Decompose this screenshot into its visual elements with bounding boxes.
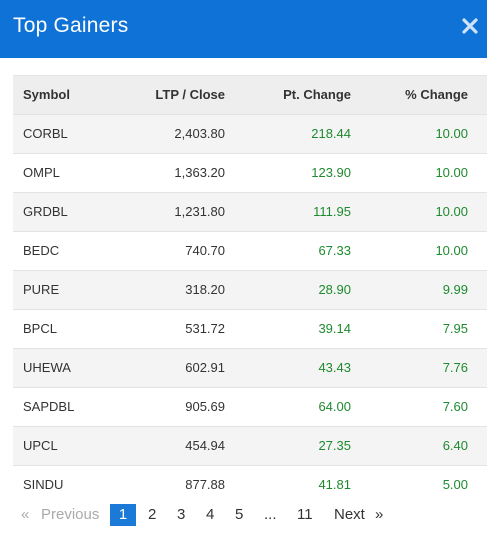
- pct-change-cell: 6.40: [442, 438, 468, 453]
- table-row[interactable]: OMPL 1,363.20 123.90 10.00: [13, 154, 487, 193]
- table-row[interactable]: PURE 318.20 28.90 9.99: [13, 271, 487, 310]
- page-button-2[interactable]: 2: [148, 506, 157, 523]
- pagination-ellipsis: ...: [264, 506, 277, 523]
- pct-change-cell: 7.95: [442, 321, 468, 336]
- pt-change-cell: 123.90: [311, 165, 351, 180]
- ltp-cell: 877.88: [185, 477, 225, 492]
- symbol-cell: BEDC: [23, 243, 60, 258]
- ltp-cell: 602.91: [185, 360, 225, 375]
- symbol-cell: UPCL: [23, 438, 58, 453]
- pt-change-cell: 41.81: [318, 477, 351, 492]
- column-header-ltp[interactable]: LTP / Close: [155, 87, 225, 102]
- prev-page-button: Previous: [41, 506, 100, 523]
- symbol-cell: SINDU: [23, 477, 64, 492]
- pct-change-cell: 10.00: [435, 165, 468, 180]
- pt-change-cell: 111.95: [313, 204, 351, 219]
- next-page-button[interactable]: Next: [334, 506, 365, 523]
- symbol-cell: PURE: [23, 282, 60, 297]
- table-row[interactable]: CORBL 2,403.80 218.44 10.00: [13, 115, 487, 154]
- ltp-cell: 1,231.80: [174, 204, 225, 219]
- pct-change-cell: 7.60: [442, 399, 468, 414]
- column-header-pct-change[interactable]: % Change: [405, 87, 468, 102]
- page-button-3[interactable]: 3: [177, 506, 186, 523]
- table-row[interactable]: UPCL 454.94 27.35 6.40: [13, 427, 487, 466]
- pct-change-cell: 10.00: [435, 204, 468, 219]
- modal-header: Top Gainers: [0, 0, 487, 58]
- pct-change-cell: 7.76: [442, 360, 468, 375]
- ltp-cell: 531.72: [185, 321, 225, 336]
- pt-change-cell: 39.14: [318, 321, 351, 336]
- page-button-4[interactable]: 4: [206, 506, 215, 523]
- pct-change-cell: 5.00: [442, 477, 468, 492]
- close-icon[interactable]: [461, 17, 479, 35]
- page-button-1[interactable]: 1: [110, 504, 136, 526]
- page-button-5[interactable]: 5: [235, 506, 244, 523]
- table-row[interactable]: BEDC 740.70 67.33 10.00: [13, 232, 487, 271]
- table-row[interactable]: BPCL 531.72 39.14 7.95: [13, 310, 487, 349]
- column-header-symbol[interactable]: Symbol: [23, 87, 70, 102]
- symbol-cell: OMPL: [23, 165, 60, 180]
- pt-change-cell: 64.00: [318, 399, 351, 414]
- column-header-pt-change[interactable]: Pt. Change: [283, 87, 351, 102]
- ltp-cell: 454.94: [185, 438, 225, 453]
- table-row[interactable]: SINDU 877.88 41.81 5.00: [13, 466, 487, 504]
- ltp-cell: 318.20: [185, 282, 225, 297]
- pt-change-cell: 28.90: [318, 282, 351, 297]
- table-row[interactable]: SAPDBL 905.69 64.00 7.60: [13, 388, 487, 427]
- modal-title: Top Gainers: [13, 14, 129, 37]
- symbol-cell: BPCL: [23, 321, 57, 336]
- ltp-cell: 2,403.80: [174, 126, 225, 141]
- symbol-cell: CORBL: [23, 126, 68, 141]
- table-header-row: Symbol LTP / Close Pt. Change % Change: [13, 76, 487, 115]
- symbol-cell: SAPDBL: [23, 399, 75, 414]
- top-gainers-table: Symbol LTP / Close Pt. Change % Change C…: [13, 75, 487, 504]
- pt-change-cell: 27.35: [318, 438, 351, 453]
- pt-change-cell: 67.33: [318, 243, 351, 258]
- table-row[interactable]: GRDBL 1,231.80 111.95 10.00: [13, 193, 487, 232]
- pct-change-cell: 10.00: [435, 126, 468, 141]
- prev-arrow: «: [21, 506, 30, 523]
- pct-change-cell: 9.99: [442, 282, 468, 297]
- pt-change-cell: 218.44: [311, 126, 351, 141]
- ltp-cell: 740.70: [185, 243, 225, 258]
- pt-change-cell: 43.43: [318, 360, 351, 375]
- page-button-11[interactable]: 11: [297, 506, 313, 523]
- ltp-cell: 905.69: [185, 399, 225, 414]
- next-arrow[interactable]: »: [375, 506, 384, 523]
- ltp-cell: 1,363.20: [174, 165, 225, 180]
- table-row[interactable]: UHEWA 602.91 43.43 7.76: [13, 349, 487, 388]
- pct-change-cell: 10.00: [435, 243, 468, 258]
- symbol-cell: UHEWA: [23, 360, 71, 375]
- symbol-cell: GRDBL: [23, 204, 68, 219]
